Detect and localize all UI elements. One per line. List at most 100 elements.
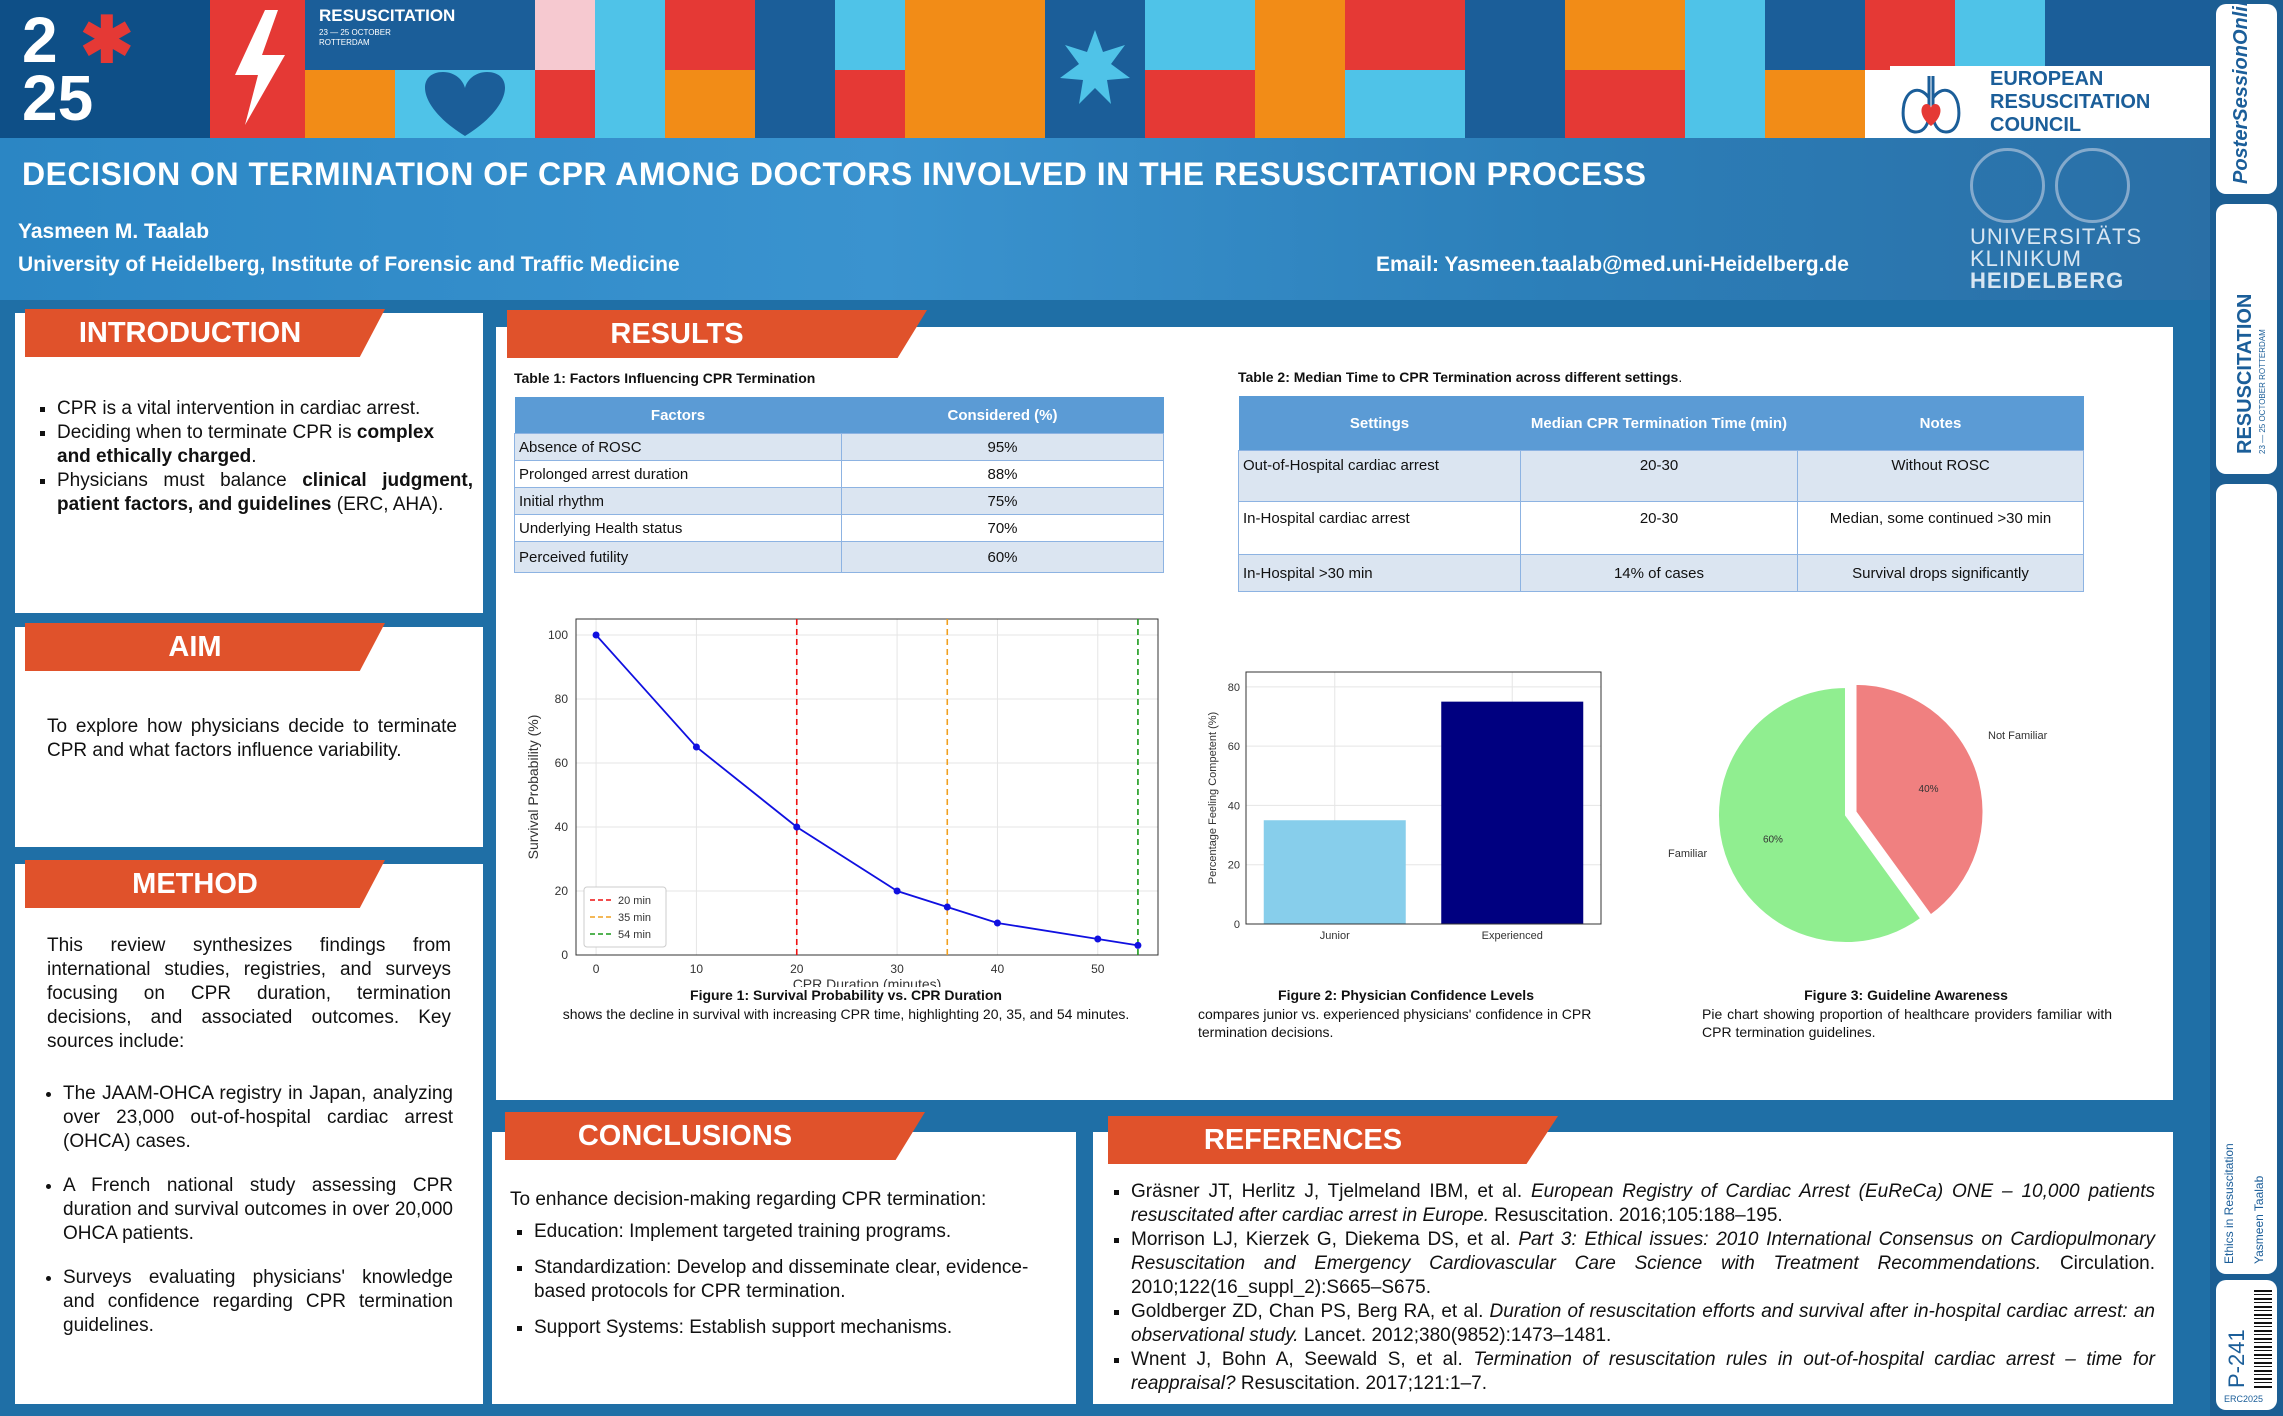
legend-label: 20 min xyxy=(618,895,651,907)
method-item: A French national study assessing CPR du… xyxy=(63,1174,453,1246)
conclusions-heading: CONCLUSIONS xyxy=(505,1112,925,1160)
slice-value-label: 60% xyxy=(1763,835,1783,846)
deco-tile xyxy=(1565,0,1685,70)
erc-lungs-icon xyxy=(1901,76,1961,134)
results-panel: Table 1: Factors Influencing CPR Termina… xyxy=(496,327,2173,1100)
lightning-tile xyxy=(210,0,305,138)
deco-tile xyxy=(1765,70,1865,138)
y-tick-label: 20 xyxy=(555,884,569,898)
y-tick-label: 20 xyxy=(1228,860,1240,872)
legend-box xyxy=(583,886,667,948)
slice-label: Familiar xyxy=(1668,848,1707,860)
legend-label: 54 min xyxy=(618,929,651,941)
deco-tile xyxy=(1255,0,1345,138)
deco-tile xyxy=(595,0,665,138)
x-axis-label: CPR Duration (minutes) xyxy=(793,976,942,987)
header-banner: 2 ✱ 25 RESUSCITATION 23 — 25 OCTOBER ROT… xyxy=(0,0,2210,138)
deco-tile xyxy=(665,0,755,70)
poster-session-label: PosterSessionOnline xyxy=(2230,0,2252,184)
resuscitation-card: RESUSCITATION 23 — 25 OCTOBER ROTTERDAM xyxy=(2216,204,2277,474)
y-axis-label: Survival Probability (%) xyxy=(525,715,541,860)
aim-text: To explore how physicians decide to term… xyxy=(47,716,457,761)
deco-tile xyxy=(2045,0,2210,70)
author-name: Yasmeen M. Taalab xyxy=(18,220,210,243)
deco-tile xyxy=(305,70,395,138)
conclusions-intro: To enhance decision-making regarding CPR… xyxy=(510,1189,987,1210)
reference-title: Duration of resuscitation efforts and su… xyxy=(1131,1301,2155,1346)
star-tile xyxy=(1045,0,1145,138)
x-tick-label: 20 xyxy=(790,962,804,976)
poster-session-card: PosterSessionOnline xyxy=(2216,0,2277,194)
poster-title: DECISION ON TERMINATION OF CPR AMONG DOC… xyxy=(22,156,1647,192)
fig3-caption: Figure 3: Guideline Awareness xyxy=(1804,987,2008,1003)
badge-text: RESUSCITATION xyxy=(319,6,456,25)
intro-bullet: CPR is a vital intervention in cardiac a… xyxy=(57,397,473,421)
deco-tile xyxy=(1865,0,1955,70)
conf-label: ERC2025 xyxy=(2224,1394,2264,1404)
deco-tile xyxy=(535,0,595,70)
reference-item: Goldberger ZD, Chan PS, Berg RA, et al. … xyxy=(1131,1300,2155,1348)
reference-source: Lancet. 2012;380(9852):1473–1481. xyxy=(1298,1325,1612,1346)
side-topic: Ethics in Resuscitation xyxy=(2222,1143,2236,1264)
asterisk-icon: ✱ xyxy=(80,4,134,76)
heart-tile xyxy=(395,70,535,138)
table-row: In-Hospital cardiac arrest 20-30 Median, s… xyxy=(1238,501,2084,555)
deco-tile xyxy=(1685,0,1765,138)
table-row: Out-of-Hospital cardiac arrest 20-30 Witho… xyxy=(1238,450,2084,502)
y-tick-label: 40 xyxy=(555,820,569,834)
reference-list: Gräsner JT, Herlitz J, Tjelmeland IBM, e… xyxy=(1107,1180,2155,1396)
introduction-panel: CPR is a vital intervention in cardiac a… xyxy=(15,313,483,613)
table-row: Prolonged arrest duration 88% xyxy=(514,460,1164,488)
table2-header: Settings xyxy=(1238,396,1521,451)
conclusion-item: Support Systems: Establish support mecha… xyxy=(534,1316,1055,1340)
deco-tile xyxy=(835,0,905,70)
bar xyxy=(1263,820,1406,924)
deco-tile xyxy=(1465,0,1565,138)
uni-logo: UNIVERSITÄTS KLINIKUM HEIDELBERG xyxy=(1970,226,2142,292)
aim-heading: AIM xyxy=(25,623,385,671)
data-point xyxy=(1134,941,1142,949)
table-row: Absence of ROSC 95% xyxy=(514,433,1164,461)
references-heading: REFERENCES xyxy=(1108,1116,1558,1164)
y-tick-label: 80 xyxy=(1228,682,1240,694)
meta-card: Ethics in Resuscitation Yasmeen Taalab xyxy=(2216,484,2277,1274)
affiliation: University of Heidelberg, Institute of F… xyxy=(18,253,680,276)
side-author: Yasmeen Taalab xyxy=(2252,1175,2266,1264)
fig1-caption: Figure 1: Survival Probability vs. CPR D… xyxy=(690,987,1002,1003)
email-link[interactable]: Email: Yasmeen.taalab@med.uni-Heidelberg… xyxy=(1376,253,1849,276)
seal-icon xyxy=(2055,148,2130,223)
bar xyxy=(1441,701,1584,924)
deco-tile xyxy=(1145,0,1255,70)
method-text: This review synthesizes findings from in… xyxy=(47,935,451,1052)
side-resuscitation-sub: 23 — 25 OCTOBER ROTTERDAM xyxy=(2258,329,2267,454)
x-tick-label: 10 xyxy=(690,962,704,976)
results-heading: RESULTS xyxy=(507,310,927,358)
method-item: The JAAM-OHCA registry in Japan, analyzi… xyxy=(63,1082,453,1154)
settings-table: Settings Median CPR Termination Time (mi… xyxy=(1238,396,2084,592)
pie-slice xyxy=(1717,685,1923,944)
y-axis-label: Percentage Feeling Competent (%) xyxy=(1207,712,1219,884)
badge-sub: 23 — 25 OCTOBER ROTTERDAM xyxy=(319,28,391,47)
reference-item: Gräsner JT, Herlitz J, Tjelmeland IBM, e… xyxy=(1131,1180,2155,1228)
reference-authors: Wnent J, Bohn A, Seewald S, et al. xyxy=(1131,1349,1474,1370)
deco-tile xyxy=(665,70,755,138)
erc-line3: COUNCIL xyxy=(1990,114,2082,136)
data-point xyxy=(993,919,1001,927)
year-badge-top: 2 xyxy=(22,4,58,76)
year-badge-bottom: 25 xyxy=(22,62,94,134)
y-tick-label: 80 xyxy=(555,692,569,706)
deco-tile xyxy=(535,70,595,138)
y-tick-label: 0 xyxy=(561,948,568,962)
reference-item: Morrison LJ, Kierzek G, Diekema DS, et a… xyxy=(1131,1228,2155,1300)
heart-icon xyxy=(424,72,506,136)
series-line xyxy=(595,634,1139,947)
intro-bullet: Physicians must balance clinical judgmen… xyxy=(57,469,473,517)
x-tick-label: Experienced xyxy=(1482,930,1543,942)
awareness-pie-chart: 40% Not Familiar 60% Familiar xyxy=(1668,682,2048,944)
method-panel: This review synthesizes findings from in… xyxy=(15,864,483,1404)
table2-header: Notes xyxy=(1797,396,2084,451)
y-tick-label: 60 xyxy=(1228,741,1240,753)
reference-source: Resuscitation. 2016;105:188–195. xyxy=(1489,1205,1783,1226)
intro-bullet: Deciding when to terminate CPR is comple… xyxy=(57,421,473,469)
pie-slice xyxy=(1854,682,1985,917)
